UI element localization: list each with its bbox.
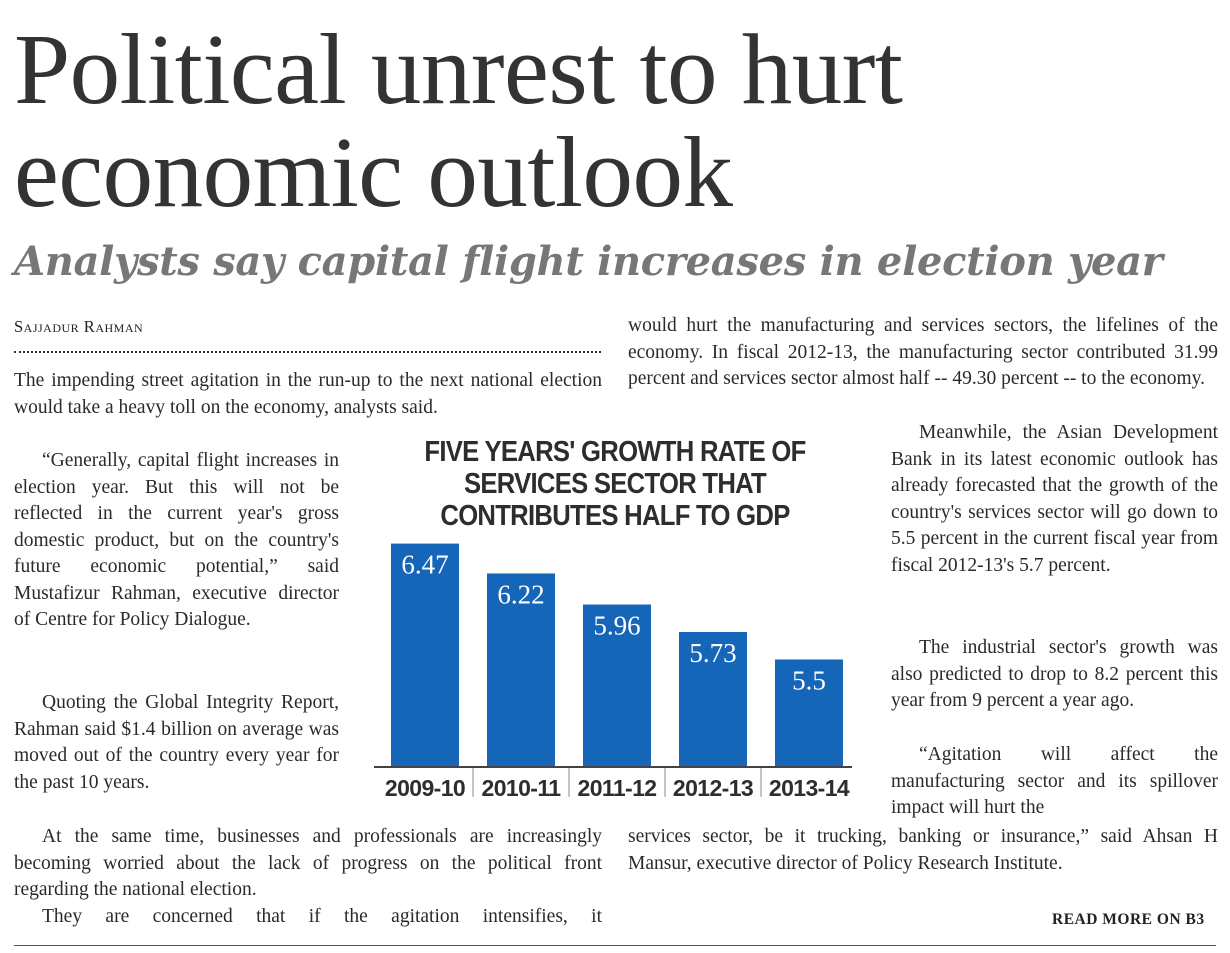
x-tick-label-2012-13: 2012-13 bbox=[673, 775, 753, 801]
data-label-2011-12: 5.96 bbox=[593, 611, 640, 641]
paragraph-global-integrity: Quoting the Global Integrity Report, Rah… bbox=[14, 692, 339, 793]
data-label-2012-13: 5.73 bbox=[689, 638, 736, 668]
bar-2012-13 bbox=[679, 631, 747, 767]
paragraph-services-impact: services sector, be it trucking, banking… bbox=[628, 826, 1218, 874]
paragraph-intro: The impending street agitation in the ru… bbox=[14, 370, 602, 418]
read-more-link[interactable]: READ MORE ON B3 bbox=[1052, 911, 1205, 928]
x-tick-label-2010-11: 2010-11 bbox=[482, 775, 562, 801]
subheadline: Analysts say capital flight increases in… bbox=[14, 238, 1163, 285]
chart-title: FIVE YEARS' GROWTH RATE OF SERVICES SECT… bbox=[424, 436, 806, 532]
byline: Sajjadur Rahman bbox=[14, 317, 144, 336]
paragraph-sectors: would hurt the manufacturing and service… bbox=[628, 315, 1218, 389]
x-tick-label-2011-12: 2011-12 bbox=[578, 775, 657, 801]
bar-2011-12 bbox=[583, 604, 651, 767]
bar-2013-14 bbox=[775, 659, 843, 767]
bar-2009-10 bbox=[391, 543, 459, 767]
bottom-divider bbox=[14, 945, 1216, 946]
bar-2010-11 bbox=[487, 573, 555, 767]
paragraph-quote-rahman: “Generally, capital flight increases in … bbox=[14, 450, 339, 630]
headline: Political unrest to hurt economic outloo… bbox=[14, 13, 903, 228]
paragraph-businesses-worried: At the same time, businesses and profess… bbox=[14, 826, 602, 900]
x-tick-label-2009-10: 2009-10 bbox=[385, 775, 465, 801]
data-label-2009-10: 6.47 bbox=[401, 550, 448, 580]
data-label-2013-14: 5.5 bbox=[792, 665, 826, 695]
data-label-2010-11: 6.22 bbox=[497, 579, 544, 609]
paragraph-agitation-concern: They are concerned that if the agitation… bbox=[42, 906, 602, 927]
paragraph-industrial-growth: The industrial sector's growth was also … bbox=[891, 637, 1218, 711]
paragraph-adb-forecast: Meanwhile, the Asian Development Bank in… bbox=[891, 422, 1218, 576]
x-tick-label-2013-14: 2013-14 bbox=[769, 775, 850, 801]
bar-chart: 6.47 2009-10 6.22 2010-11 5.96 2011-12 5.73 201… bbox=[374, 543, 852, 801]
paragraph-mansur-quote: “Agitation will affect the manufacturing… bbox=[891, 744, 1218, 818]
byline-divider bbox=[14, 351, 601, 353]
